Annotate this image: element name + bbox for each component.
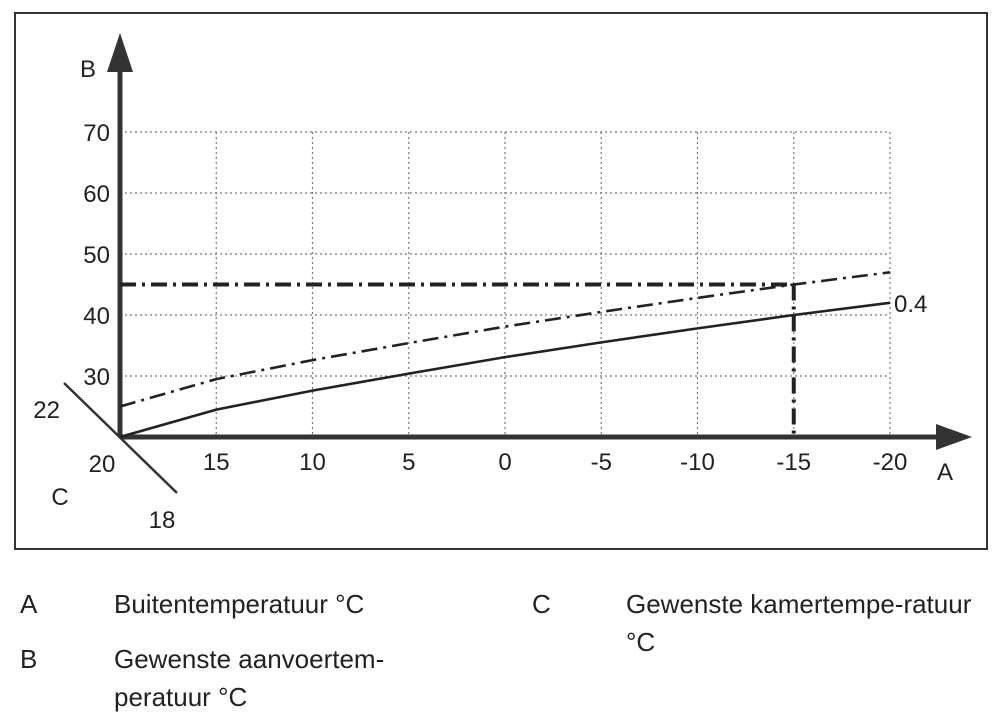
x-tick-label: -5: [591, 449, 612, 476]
series-label: 0.4: [894, 291, 927, 318]
heating-curve: [119, 301, 891, 439]
legend-text: Buitentemperatuur °C: [114, 589, 365, 619]
x-tick-label: 15: [203, 449, 230, 476]
y-tick-label: 60: [83, 181, 110, 208]
y-tick-label: 70: [83, 120, 110, 147]
x-tick-label: 0: [498, 449, 511, 476]
room-axis-letter: C: [51, 484, 68, 511]
y-tick-label: 50: [83, 242, 110, 269]
y-axis-arrow: [107, 33, 133, 72]
x-tick-label: 10: [299, 449, 326, 476]
chart-frame: [14, 12, 988, 550]
x-tick-label: -20: [873, 449, 908, 476]
legend-key: A: [20, 589, 38, 619]
legend-text: Gewenste aanvoertem-peratuur °C: [114, 644, 385, 712]
x-axis-arrow: [936, 424, 972, 450]
room-tick-label: 22: [33, 397, 60, 424]
y-tick-label: 30: [83, 364, 110, 391]
x-tick-label: 5: [402, 449, 415, 476]
room-tick-label: 18: [149, 507, 176, 534]
legend-item-a: A Buitentemperatuur °C: [20, 585, 460, 625]
y-tick-label: 40: [83, 303, 110, 330]
legend-item-b: B Gewenste aanvoertem-peratuur °C: [20, 640, 460, 720]
y-axis-letter: B: [80, 56, 96, 83]
x-tick-label: -15: [776, 449, 811, 476]
dash-dot-curve: [119, 271, 891, 408]
legend-key: C: [532, 589, 551, 619]
x-tick-label: -10: [680, 449, 715, 476]
room-tick-label: 20: [89, 451, 116, 478]
legend-item-c: C Gewenste kamertempe-ratuur °C: [532, 585, 992, 665]
x-axis-letter: A: [937, 459, 953, 486]
legend-text: Gewenste kamertempe-ratuur °C: [626, 589, 972, 657]
legend-key: B: [20, 644, 38, 674]
